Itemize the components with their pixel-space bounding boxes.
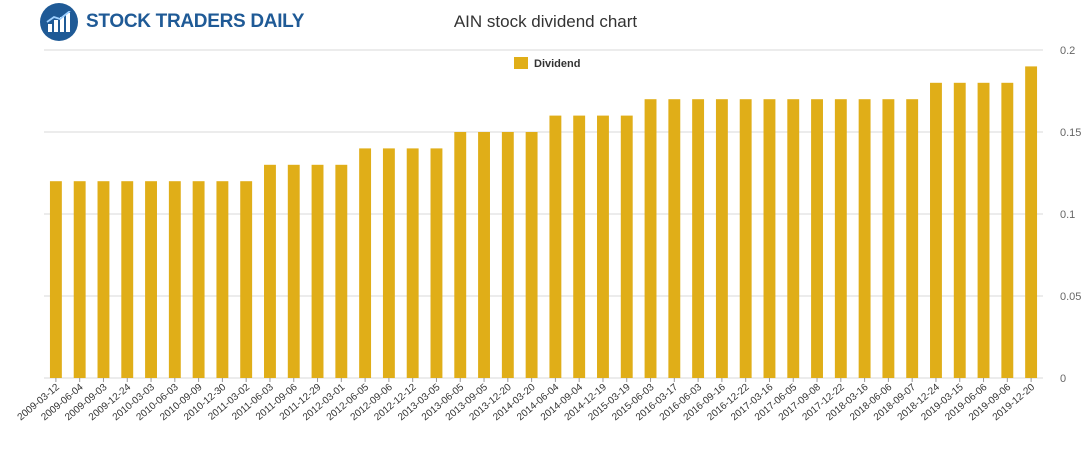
bar-2019-12-20[interactable] (1025, 66, 1038, 379)
bar-2018-06-06[interactable] (882, 99, 895, 378)
bar-2010-03-03[interactable] (145, 181, 157, 378)
bar-2017-12-22[interactable] (834, 99, 847, 378)
bar-2014-06-04[interactable] (549, 115, 562, 378)
y-tick-label: 0 (1060, 373, 1066, 385)
bar-2016-09-16[interactable] (715, 99, 728, 378)
bar-2019-03-15[interactable] (953, 82, 966, 379)
y-tick-label: 0.2 (1060, 45, 1075, 57)
bar-2019-09-06[interactable] (1001, 82, 1014, 379)
bar-2011-09-06[interactable] (287, 164, 300, 378)
bar-2013-06-05[interactable] (454, 132, 467, 378)
bar-2010-06-03[interactable] (168, 181, 181, 378)
bar-2013-12-20[interactable] (501, 132, 514, 378)
bar-2009-06-04[interactable] (73, 181, 86, 378)
bar-2013-09-05[interactable] (478, 132, 490, 378)
bar-2014-09-04[interactable] (573, 115, 586, 378)
bar-2013-03-05[interactable] (430, 148, 443, 378)
brand-logo[interactable]: STOCK TRADERS DAILY (40, 0, 304, 44)
legend[interactable]: Dividend (514, 57, 580, 70)
y-tick-label: 0.1 (1060, 209, 1075, 221)
bar-2017-09-08[interactable] (811, 99, 823, 378)
y-tick-label: 0.05 (1060, 291, 1081, 303)
legend-label: Dividend (534, 58, 580, 70)
bar-2017-06-05[interactable] (787, 99, 800, 378)
bar-2012-09-06[interactable] (382, 148, 395, 378)
bars (49, 66, 1038, 379)
bar-2016-12-22[interactable] (739, 99, 752, 378)
bar-2018-12-24[interactable] (930, 82, 942, 379)
bar-2010-09-09[interactable] (192, 181, 205, 378)
bar-2015-03-19[interactable] (620, 115, 633, 378)
bar-2018-09-07[interactable] (906, 99, 919, 378)
bar-2016-06-03[interactable] (692, 99, 705, 378)
y-tick-label: 0.15 (1060, 127, 1081, 139)
bar-2009-09-03[interactable] (97, 181, 110, 378)
bar-2012-12-12[interactable] (406, 148, 419, 378)
bar-chart-logo-icon (40, 3, 78, 41)
bar-2019-06-06[interactable] (977, 82, 990, 379)
y-axis-ticks: 0 0.05 0.1 0.15 0.2 (1060, 45, 1081, 385)
bar-2009-12-24[interactable] (121, 181, 134, 378)
bar-2014-03-20[interactable] (525, 132, 538, 378)
bar-2011-03-02[interactable] (240, 181, 253, 378)
bar-2014-12-19[interactable] (597, 115, 609, 378)
bar-2010-12-30[interactable] (216, 181, 229, 378)
bar-2012-06-05[interactable] (359, 148, 372, 378)
brand-name: STOCK TRADERS DAILY (86, 11, 305, 32)
bar-2016-03-17[interactable] (668, 99, 681, 378)
grid-lines (44, 49, 1043, 379)
bar-2011-06-03[interactable] (264, 164, 276, 378)
bar-2011-12-29[interactable] (311, 164, 324, 378)
bar-2017-03-16[interactable] (763, 99, 776, 378)
bar-2009-03-12[interactable] (49, 181, 62, 378)
x-axis-ticks: 2009-03-122009-06-042009-09-032009-12-24… (16, 378, 1037, 423)
bar-2012-03-01[interactable] (335, 164, 348, 378)
bar-2015-06-03[interactable] (644, 99, 657, 378)
legend-swatch (514, 57, 528, 69)
chart-title: AIN stock dividend chart (453, 12, 638, 31)
bar-2018-03-16[interactable] (858, 99, 871, 378)
